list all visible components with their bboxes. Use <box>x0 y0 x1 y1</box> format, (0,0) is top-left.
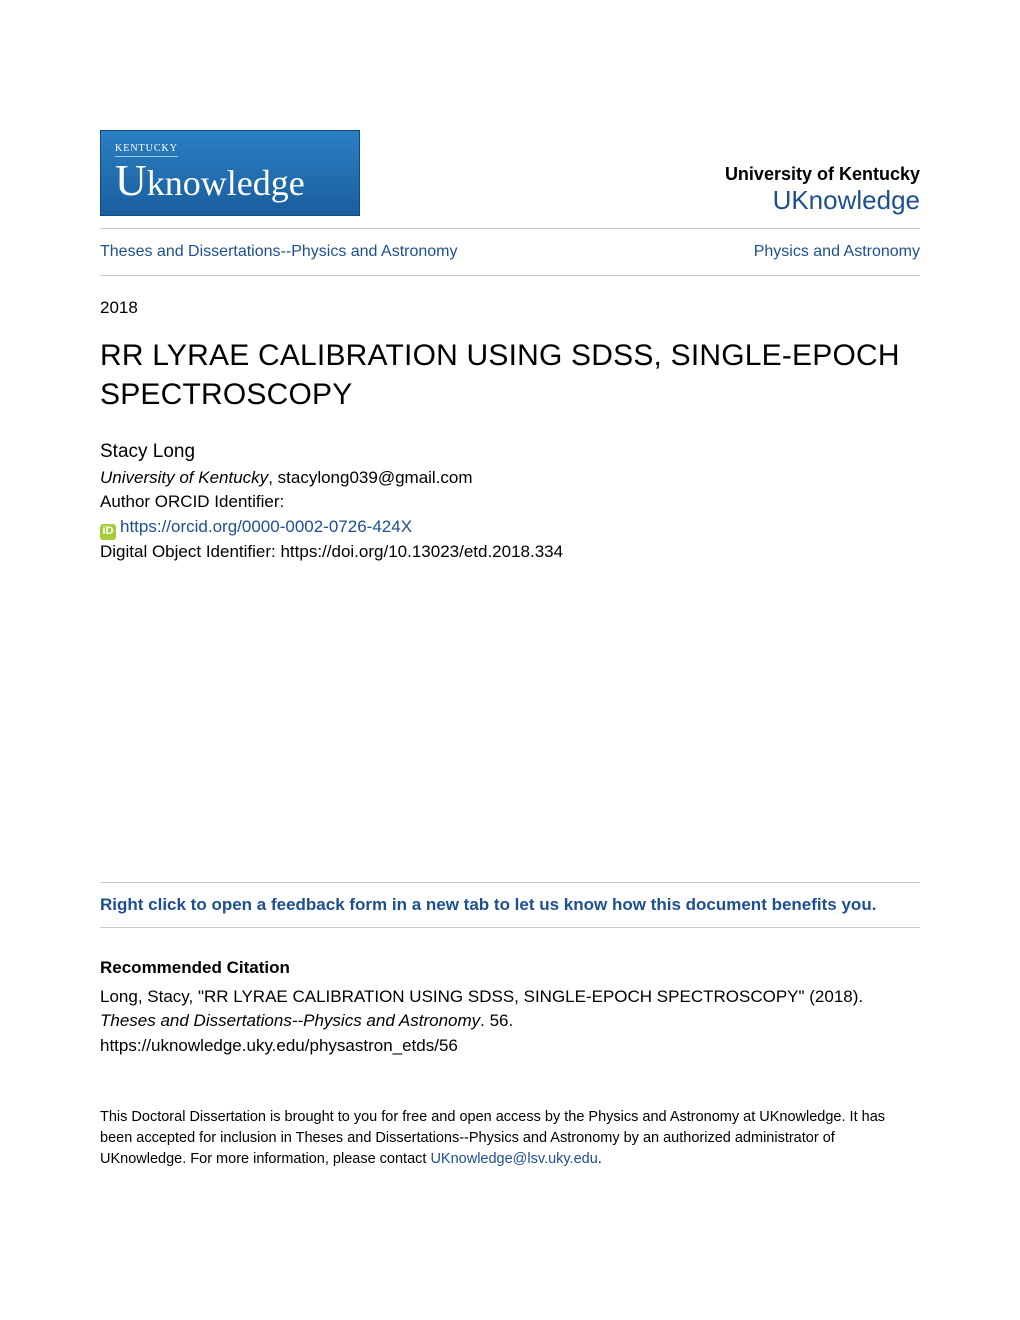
author-email: stacylong039@gmail.com <box>278 468 473 487</box>
institution-name: University of Kentucky <box>725 164 920 185</box>
divider <box>100 228 920 229</box>
orcid-icon <box>100 524 116 540</box>
divider <box>100 882 920 883</box>
logo-uknowledge[interactable]: KENTUCKY Uknowledge <box>100 130 360 216</box>
citation-section: Recommended Citation Long, Stacy, "RR LY… <box>100 956 920 1059</box>
feedback-link[interactable]: Right click to open a feedback form in a… <box>100 895 876 914</box>
collection-link[interactable]: Theses and Dissertations--Physics and As… <box>100 243 457 261</box>
citation-heading: Recommended Citation <box>100 956 920 981</box>
author-block: Stacy Long University of Kentucky, stacy… <box>100 438 920 564</box>
citation-url: https://uknowledge.uky.edu/physastron_et… <box>100 1034 920 1059</box>
footer-note: This Doctoral Dissertation is brought to… <box>100 1107 920 1170</box>
doi-line: Digital Object Identifier: https://doi.o… <box>100 540 920 565</box>
citation-before: Long, Stacy, "RR LYRAE CALIBRATION USING… <box>100 987 863 1006</box>
citation-series: Theses and Dissertations--Physics and As… <box>100 1011 480 1030</box>
author-affiliation-line: University of Kentucky, stacylong039@gma… <box>100 466 920 491</box>
footer-period: . <box>598 1151 602 1167</box>
footer-email-link[interactable]: UKnowledge@lsv.uky.edu <box>430 1151 597 1167</box>
citation-volume: . 56. <box>480 1011 513 1030</box>
logo-main-label: Uknowledge <box>115 159 305 203</box>
orcid-prefix: Author ORCID Identifier: <box>100 490 920 515</box>
orcid-link[interactable]: https://orcid.org/0000-0002-0726-424X <box>120 517 412 536</box>
citation-text: Long, Stacy, "RR LYRAE CALIBRATION USING… <box>100 985 920 1034</box>
institution-block: University of Kentucky UKnowledge <box>725 164 920 216</box>
orcid-line: https://orcid.org/0000-0002-0726-424X <box>100 515 920 540</box>
author-affiliation: University of Kentucky <box>100 468 268 487</box>
publication-year: 2018 <box>100 298 920 318</box>
department-link[interactable]: Physics and Astronomy <box>754 243 920 261</box>
repository-link[interactable]: UKnowledge <box>773 185 920 215</box>
page-title: RR LYRAE CALIBRATION USING SDSS, SINGLE-… <box>100 336 920 414</box>
doi-value: https://doi.org/10.13023/etd.2018.334 <box>280 542 563 561</box>
divider <box>100 927 920 928</box>
doi-label: Digital Object Identifier: <box>100 542 280 561</box>
logo-university-label: KENTUCKY <box>115 143 178 157</box>
author-name: Stacy Long <box>100 438 920 466</box>
author-email-sep: , <box>268 468 277 487</box>
divider <box>100 275 920 276</box>
